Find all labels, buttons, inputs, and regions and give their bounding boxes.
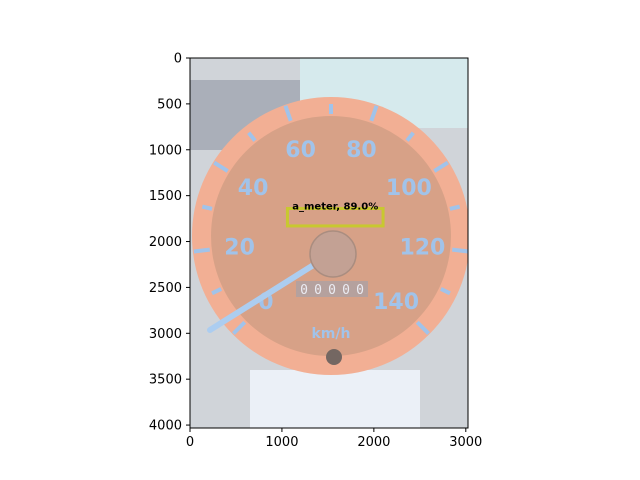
dial-numeral-120: 120 (399, 235, 445, 260)
bottom-screw (326, 349, 342, 365)
dial-tick-5 (247, 131, 257, 142)
y-tick-label-5: 2500 (149, 281, 182, 296)
speed-needle (207, 251, 334, 333)
y-tick-label-4: 2000 (149, 235, 182, 250)
x-tick-label-2: 2000 (357, 435, 390, 450)
y-tick-label-0: 0 (174, 52, 182, 67)
dial-ticks (193, 104, 468, 335)
x-tick-label-1: 1000 (265, 435, 298, 450)
x-tick-label-3: 3000 (449, 435, 482, 450)
odometer-digit-4: 0 (356, 283, 364, 298)
dial-numeral-140: 140 (373, 290, 419, 315)
dial-tick-14 (415, 320, 430, 335)
dial-numeral-80: 80 (346, 138, 377, 163)
dial-tick-0 (232, 320, 247, 335)
odometer-digit-2: 0 (328, 283, 336, 298)
dial-tick-4 (213, 160, 229, 173)
dial-tick-11 (449, 204, 461, 211)
y-tick-label-2: 1000 (149, 143, 182, 158)
dial-numerals: 0 20 40 60 80 100 120 140 (224, 138, 445, 315)
dial-numeral-60: 60 (285, 138, 316, 163)
detection-box-0 (285, 206, 385, 228)
odometer-digit-0: 0 (300, 283, 308, 298)
odometer-digit-3: 0 (342, 283, 350, 298)
y-tick-label-3: 1500 (149, 189, 182, 204)
dial-tick-12 (452, 247, 468, 254)
needle-hub (309, 230, 357, 278)
unit-label: km/h (312, 326, 351, 342)
dial-numeral-20: 20 (224, 235, 255, 260)
dial-numeral-40: 40 (238, 176, 269, 201)
background-hand (250, 370, 420, 428)
y-tick-label-1: 500 (157, 97, 182, 112)
wash-overlay (190, 58, 468, 428)
y-tick-label-7: 3500 (149, 373, 182, 388)
odometer-digit-1: 0 (314, 283, 322, 298)
dial-tick-2 (193, 247, 210, 254)
detection-boxes: a_meter, 89.0% (285, 201, 385, 228)
axes-frame (189, 57, 469, 429)
dial-tick-10 (433, 160, 449, 173)
dial-tick-6 (283, 105, 293, 122)
dial-tick-9 (405, 131, 415, 142)
dial-numeral-100: 100 (386, 176, 432, 201)
x-axis: 0 1000 2000 3000 (186, 428, 482, 450)
dial-tick-3 (201, 204, 213, 211)
y-tick-label-6: 3000 (149, 327, 182, 342)
detection-label-0: a_meter, 89.0% (292, 201, 378, 212)
x-tick-label-0: 0 (186, 435, 194, 450)
dial-tick-13 (440, 287, 451, 296)
y-axis: 0 500 1000 1500 2000 2500 3000 3500 4000 (149, 52, 190, 434)
y-tick-label-8: 4000 (149, 419, 182, 434)
dial-tick-8 (369, 105, 379, 122)
dial-tick-1 (211, 287, 222, 296)
